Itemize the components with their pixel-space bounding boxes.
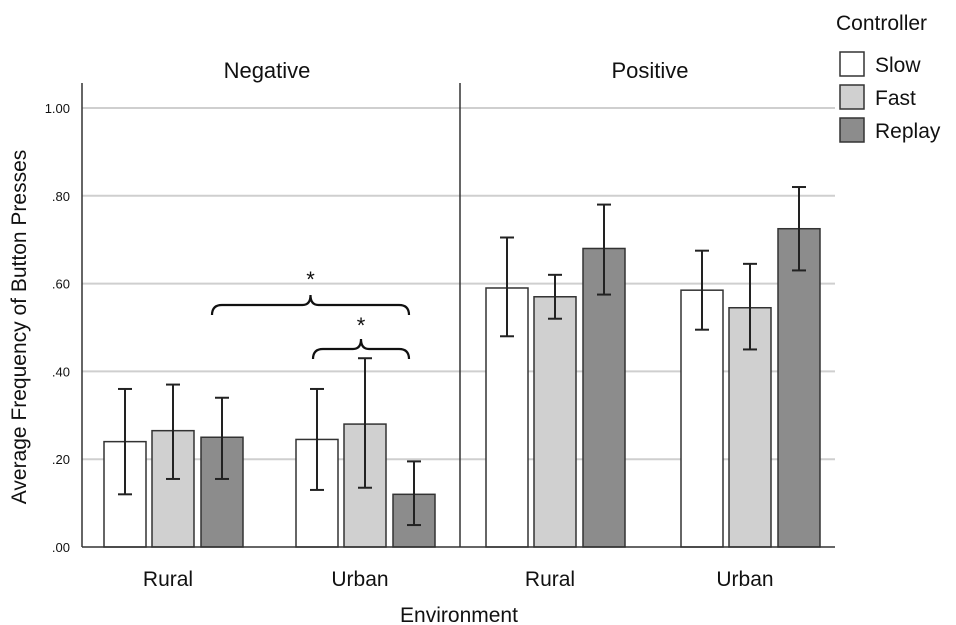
panel-title: Negative bbox=[224, 58, 311, 83]
y-tick-label: .00 bbox=[52, 540, 70, 555]
legend-title: Controller bbox=[836, 12, 927, 35]
bar bbox=[533, 296, 577, 548]
legend-label: Slow bbox=[875, 54, 921, 77]
x-tick-label: Rural bbox=[143, 568, 193, 591]
bar bbox=[680, 289, 724, 548]
legend-label: Replay bbox=[875, 120, 941, 143]
legend-swatch bbox=[839, 51, 865, 77]
y-tick-label: 1.00 bbox=[45, 101, 70, 116]
significance-brace bbox=[311, 338, 411, 360]
y-tick-label: .20 bbox=[52, 452, 70, 467]
y-tick-label: .60 bbox=[52, 277, 70, 292]
significance-brace bbox=[210, 294, 411, 316]
x-tick-label: Rural bbox=[525, 568, 575, 591]
bar bbox=[582, 247, 626, 548]
y-tick-label: .40 bbox=[52, 364, 70, 379]
y-tick-label: .80 bbox=[52, 189, 70, 204]
panel-title: Positive bbox=[611, 58, 688, 83]
y-axis-title: Average Frequency of Button Presses bbox=[8, 150, 31, 504]
legend-swatch bbox=[839, 117, 865, 143]
significance-marker: * bbox=[306, 267, 315, 292]
x-tick-label: Urban bbox=[331, 568, 388, 591]
bar bbox=[777, 227, 821, 548]
legend-label: Fast bbox=[875, 87, 916, 110]
significance-marker: * bbox=[357, 313, 366, 338]
x-axis-title: Environment bbox=[400, 604, 518, 625]
x-tick-label: Urban bbox=[716, 568, 773, 591]
legend-swatch bbox=[839, 84, 865, 110]
